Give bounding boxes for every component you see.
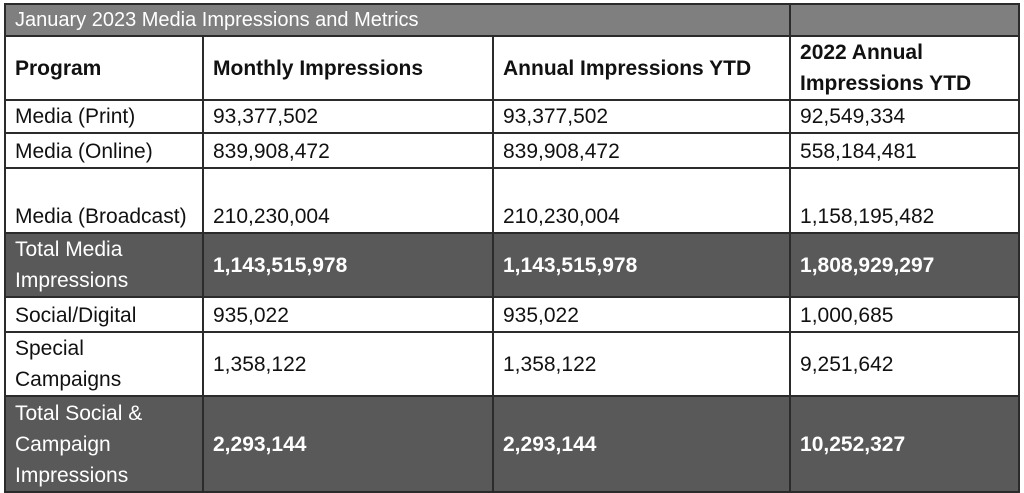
monthly-cell: 1,358,122 bbox=[202, 331, 494, 397]
total-row: Total Social & Campaign Impressions 2,29… bbox=[4, 395, 1021, 493]
annual-cell: 839,908,472 bbox=[491, 132, 792, 169]
header-annual-2022: 2022 Annual Impressions YTD bbox=[789, 35, 1021, 101]
annual-2022-cell: 92,549,334 bbox=[789, 99, 1021, 134]
title-blank-cell bbox=[789, 3, 1021, 37]
monthly-cell: 935,022 bbox=[202, 296, 494, 333]
header-program: Program bbox=[4, 35, 204, 101]
program-cell: Media (Online) bbox=[4, 132, 204, 169]
program-cell: Media (Print) bbox=[4, 99, 204, 134]
table-row: Media (Print) 93,377,502 93,377,502 92,5… bbox=[4, 99, 1021, 134]
annual-2022-cell: 10,252,327 bbox=[789, 395, 1021, 493]
program-cell: Social/Digital bbox=[4, 296, 204, 333]
monthly-cell: 1,143,515,978 bbox=[202, 232, 494, 298]
table-row: Media (Broadcast) 210,230,004 210,230,00… bbox=[4, 167, 1021, 234]
annual-cell: 210,230,004 bbox=[491, 167, 792, 234]
program-cell: Media (Broadcast) bbox=[4, 167, 204, 234]
annual-2022-cell: 1,158,195,482 bbox=[789, 167, 1021, 234]
program-cell: Total Media Impressions bbox=[4, 232, 204, 298]
annual-cell: 1,358,122 bbox=[491, 331, 792, 397]
table-row: Media (Online) 839,908,472 839,908,472 5… bbox=[4, 132, 1021, 169]
table-row: Special Campaigns 1,358,122 1,358,122 9,… bbox=[4, 331, 1021, 397]
header-row: Program Monthly Impressions Annual Impre… bbox=[4, 35, 1021, 101]
annual-cell: 2,293,144 bbox=[491, 395, 792, 493]
monthly-cell: 839,908,472 bbox=[202, 132, 494, 169]
title-row: January 2023 Media Impressions and Metri… bbox=[3, 3, 1021, 37]
monthly-cell: 210,230,004 bbox=[202, 167, 494, 234]
annual-2022-cell: 1,808,929,297 bbox=[789, 232, 1021, 298]
impressions-table: January 2023 Media Impressions and Metri… bbox=[3, 3, 1021, 493]
annual-2022-cell: 558,184,481 bbox=[789, 132, 1021, 169]
total-row: Total Media Impressions 1,143,515,978 1,… bbox=[4, 232, 1021, 298]
annual-2022-cell: 1,000,685 bbox=[789, 296, 1021, 333]
monthly-cell: 93,377,502 bbox=[202, 99, 494, 134]
program-cell: Special Campaigns bbox=[4, 331, 204, 397]
header-annual: Annual Impressions YTD bbox=[491, 35, 792, 101]
table-title: January 2023 Media Impressions and Metri… bbox=[3, 3, 792, 37]
table-row: Social/Digital 935,022 935,022 1,000,685 bbox=[4, 296, 1021, 333]
program-cell: Total Social & Campaign Impressions bbox=[4, 395, 204, 493]
annual-2022-cell: 9,251,642 bbox=[789, 331, 1021, 397]
monthly-cell: 2,293,144 bbox=[202, 395, 494, 493]
annual-cell: 935,022 bbox=[491, 296, 792, 333]
annual-cell: 1,143,515,978 bbox=[491, 232, 792, 298]
header-monthly: Monthly Impressions bbox=[202, 35, 494, 101]
annual-cell: 93,377,502 bbox=[491, 99, 792, 134]
